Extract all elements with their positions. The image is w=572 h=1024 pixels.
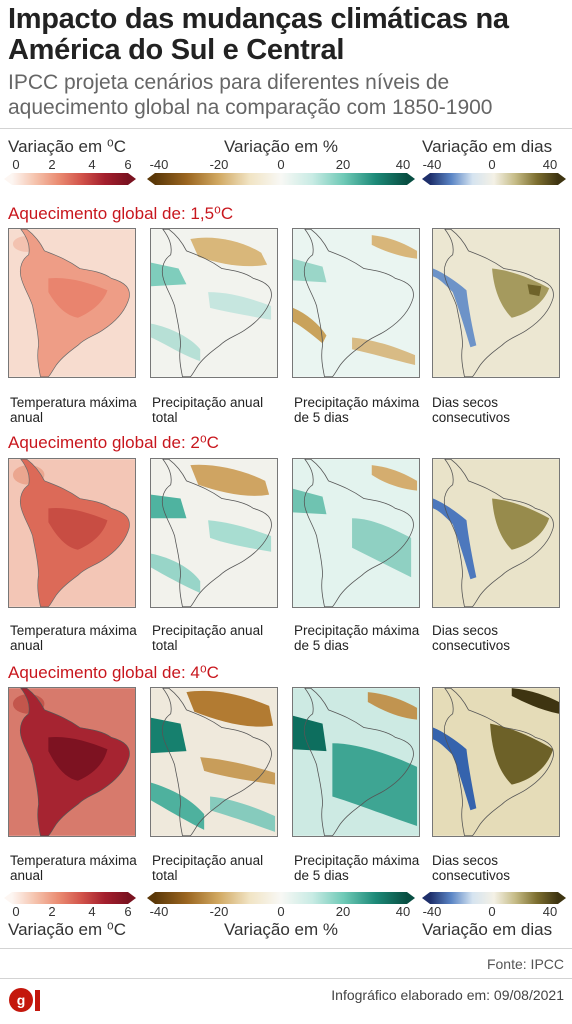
south-america-map [293, 229, 419, 377]
caption-dry-days: Dias secos consecutivos [432, 623, 511, 653]
south-america-map [9, 229, 135, 377]
legend-temperature-ticks: 0 2 4 6 [4, 904, 136, 920]
tick-label: 4 [88, 157, 96, 172]
section-heading-2: Aquecimento global de: 2⁰C [8, 433, 219, 452]
tick-label: 0 [277, 904, 285, 919]
map-temperature-1-5 [8, 228, 136, 378]
map-annual-precipitation-1-5 [150, 228, 278, 378]
tick-label: -40 [149, 904, 169, 919]
tick-label: 0 [488, 904, 496, 919]
south-america-map [433, 229, 559, 377]
south-america-map [293, 459, 419, 607]
tick-label: -40 [149, 157, 169, 172]
south-america-map [9, 688, 135, 836]
tick-label: 20 [335, 157, 351, 172]
map-temperature-4 [8, 687, 136, 837]
legend-precipitation-label: Variação em % [223, 137, 338, 156]
section-heading-4: Aquecimento global de: 4⁰C [8, 663, 219, 682]
legend-dry-days-bottom: -40 0 40 Variação em dias [422, 892, 566, 940]
precipitation-colorbar [147, 173, 415, 185]
dry-days-colorbar [422, 892, 566, 904]
caption-5day-precipitation: Precipitação máxima de 5 dias [294, 623, 420, 653]
legend-dry-days-top: Variação em dias -40 0 40 [422, 137, 566, 185]
tick-label: 40 [395, 904, 411, 919]
g1-logo: g [9, 988, 40, 1012]
legend-temperature-label: Variação em ⁰C [8, 920, 126, 939]
tick-label: 2 [48, 904, 56, 919]
dry-days-colorbar [422, 173, 566, 185]
map-annual-precipitation-2 [150, 458, 278, 608]
map-dry-days-4 [432, 687, 560, 837]
map-dry-days-1-5 [432, 228, 560, 378]
tick-label: -40 [422, 157, 442, 172]
legend-temperature-top: Variação em ⁰C 0 2 4 6 [4, 137, 136, 185]
tick-label: 6 [124, 157, 132, 172]
south-america-map [151, 459, 277, 607]
south-america-map [433, 688, 559, 836]
source-note: Fonte: IPCC [486, 956, 564, 972]
south-america-map [151, 688, 277, 836]
caption-max-temperature: Temperatura máxima anual [10, 395, 137, 425]
caption-dry-days: Dias secos consecutivos [432, 395, 511, 425]
tick-label: 6 [124, 904, 132, 919]
page-title: Impacto das mudanças climáticas na Améri… [8, 3, 509, 66]
page-subtitle: IPCC projeta cenários para diferentes ní… [8, 71, 493, 119]
tick-label: 0 [12, 157, 20, 172]
tick-label: 2 [48, 157, 56, 172]
map-temperature-2 [8, 458, 136, 608]
tick-label: -20 [209, 904, 229, 919]
caption-annual-precipitation: Precipitação anual total [152, 853, 264, 883]
legend-dry-days-ticks: -40 0 40 [422, 157, 566, 173]
legend-precipitation-label: Variação em % [223, 920, 338, 939]
caption-max-temperature: Temperatura máxima anual [10, 623, 137, 653]
south-america-map [433, 459, 559, 607]
tick-label: 0 [488, 157, 496, 172]
tick-label: 4 [88, 904, 96, 919]
legend-dry-days-label: Variação em dias [422, 920, 553, 939]
legend-precipitation-top: Variação em % -40 -20 0 20 40 [147, 137, 415, 185]
legend-dry-days-label: Variação em dias [422, 137, 553, 156]
tick-label: 20 [335, 904, 351, 919]
tick-label: -40 [422, 904, 442, 919]
credit-note: Infográfico elaborado em: 09/08/2021 [331, 987, 564, 1003]
south-america-map [151, 229, 277, 377]
caption-dry-days: Dias secos consecutivos [432, 853, 511, 883]
map-5day-precipitation-4 [292, 687, 420, 837]
legend-dry-days-ticks: -40 0 40 [422, 904, 566, 920]
legend-temperature-bottom: 0 2 4 6 Variação em ⁰C [4, 892, 136, 940]
legend-precipitation-ticks: -40 -20 0 20 40 [147, 157, 415, 173]
legend-temperature-label: Variação em ⁰C [8, 137, 126, 156]
tick-label: -20 [209, 157, 229, 172]
tick-label: 0 [12, 904, 20, 919]
caption-5day-precipitation: Precipitação máxima de 5 dias [294, 853, 420, 883]
divider-footer [0, 978, 572, 979]
map-5day-precipitation-1-5 [292, 228, 420, 378]
legend-precipitation-bottom: -40 -20 0 20 40 Variação em % [147, 892, 415, 940]
legend-precipitation-ticks: -40 -20 0 20 40 [147, 904, 415, 920]
precipitation-colorbar [147, 892, 415, 904]
south-america-map [293, 688, 419, 836]
temperature-colorbar [4, 892, 136, 904]
map-dry-days-2 [432, 458, 560, 608]
tick-label: 40 [395, 157, 411, 172]
caption-annual-precipitation: Precipitação anual total [152, 395, 264, 425]
tick-label: 40 [542, 157, 558, 172]
caption-max-temperature: Temperatura máxima anual [10, 853, 137, 883]
caption-annual-precipitation: Precipitação anual total [152, 623, 264, 653]
map-annual-precipitation-4 [150, 687, 278, 837]
caption-5day-precipitation: Precipitação máxima de 5 dias [294, 395, 420, 425]
g1-logo-text: g [17, 992, 26, 1008]
south-america-map [9, 459, 135, 607]
divider-top [0, 128, 572, 129]
tick-label: 0 [277, 157, 285, 172]
map-5day-precipitation-2 [292, 458, 420, 608]
section-heading-1-5: Aquecimento global de: 1,5⁰C [8, 204, 234, 223]
temperature-colorbar [4, 173, 136, 185]
legend-temperature-ticks: 0 2 4 6 [4, 157, 136, 173]
tick-label: 40 [542, 904, 558, 919]
divider-bottom [0, 948, 572, 949]
